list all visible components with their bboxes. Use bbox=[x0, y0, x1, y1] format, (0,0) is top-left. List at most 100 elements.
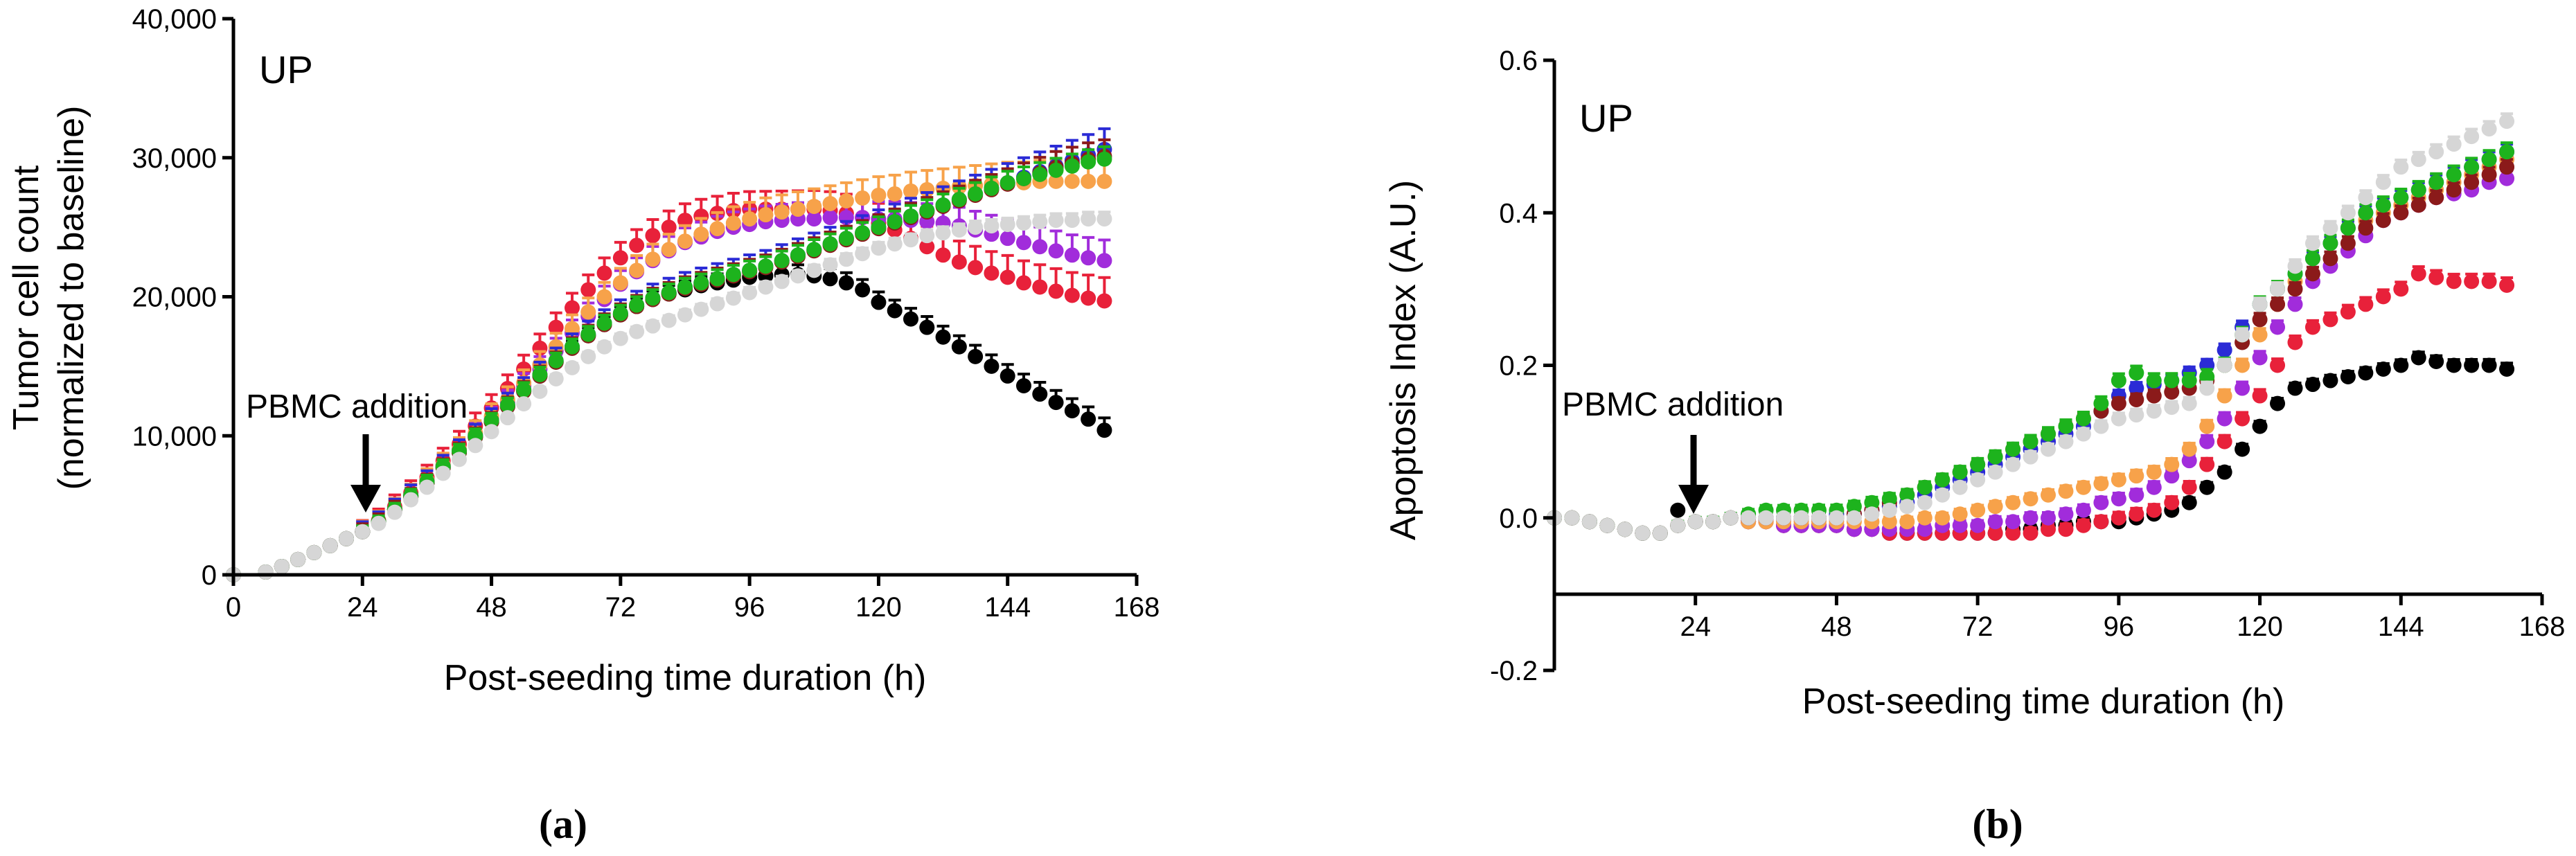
panel-a-x-axis-title: Post-seeding time duration (h) bbox=[444, 658, 927, 698]
panel-a-point-green bbox=[742, 262, 758, 278]
panel-a-point-green bbox=[758, 258, 774, 274]
panel-a-point-gray bbox=[435, 465, 451, 481]
panel-b-point-crimson bbox=[2428, 269, 2444, 285]
panel-a-point-green bbox=[725, 267, 741, 283]
panel-b-point-black bbox=[2181, 494, 2197, 510]
panel-a-point-orange bbox=[790, 202, 806, 217]
panel-a-point-crimson bbox=[661, 220, 677, 235]
panel-a-point-black bbox=[1032, 386, 1048, 402]
panel-b-point-purple bbox=[2252, 350, 2268, 366]
panel-b-point-gray bbox=[1864, 506, 1880, 522]
panel-a-point-purple bbox=[1096, 253, 1112, 269]
panel-b: 24 48 72 96 120 144 168 -0.2 0.0 0.2 0.4 0.6 UP Po… bbox=[1383, 46, 2565, 847]
panel-a-point-green bbox=[838, 231, 854, 247]
panel-a-point-gray bbox=[774, 274, 790, 289]
panel-a-x-tick-label: 24 bbox=[347, 592, 378, 623]
panel-b-point-green bbox=[2446, 167, 2462, 183]
panel-a-point-purple bbox=[1016, 235, 1031, 251]
panel-b-point-green bbox=[2410, 182, 2426, 198]
panel-b-point-crimson bbox=[2322, 312, 2338, 328]
panel-a-x-tick-label: 120 bbox=[855, 592, 902, 623]
panel-b-point-purple bbox=[1917, 521, 1933, 537]
panel-a-point-green bbox=[1081, 154, 1096, 170]
panel-b-point-gray bbox=[1846, 510, 1862, 526]
panel-b-point-dark-red bbox=[2446, 182, 2462, 198]
panel-a-point-gray bbox=[499, 410, 515, 426]
panel-b-point-dark-red bbox=[2304, 266, 2320, 282]
panel-a-point-black bbox=[855, 282, 871, 298]
panel-a-point-green bbox=[855, 225, 871, 241]
panel-a-point-gray bbox=[483, 424, 499, 440]
panel-b-caption: b bbox=[1986, 801, 2009, 847]
panel-a-x-tick-label: 0 bbox=[226, 592, 241, 623]
panel-b-point-crimson bbox=[2164, 494, 2180, 510]
panel-b-point-black bbox=[2393, 357, 2409, 373]
panel-b-y-axis-title: Apoptosis Index (A.U.) bbox=[1383, 180, 1423, 540]
panel-a-point-gray bbox=[339, 530, 354, 546]
panel-a-point-orange bbox=[822, 195, 838, 211]
panel-b-point-crimson bbox=[2181, 479, 2197, 495]
panel-b-point-gray bbox=[2481, 121, 2497, 137]
panel-a-point-gray bbox=[290, 551, 306, 567]
panel-b-point-green bbox=[2181, 373, 2197, 389]
panel-b-x-tick-label: 96 bbox=[2104, 612, 2135, 642]
panel-a-point-orange bbox=[887, 186, 903, 202]
panel-b-x-tick-label: 24 bbox=[1680, 612, 1711, 642]
panel-a-point-green bbox=[871, 220, 887, 235]
panel-b-point-purple bbox=[2287, 296, 2303, 312]
panel-a-point-gray bbox=[274, 558, 290, 574]
panel-b-point-green bbox=[2322, 235, 2338, 251]
panel-b-point-black bbox=[2499, 362, 2515, 377]
panel-b-point-purple bbox=[1970, 517, 1986, 533]
panel-a-point-green bbox=[984, 180, 1000, 196]
panel-a-point-gray bbox=[838, 251, 854, 267]
panel-b-point-orange bbox=[1952, 506, 1968, 522]
panel-a-point-orange bbox=[677, 233, 693, 249]
panel-b-point-crimson bbox=[2075, 517, 2091, 533]
panel-b-point-gray bbox=[1758, 510, 1774, 526]
panel-a-point-green bbox=[919, 203, 935, 219]
panel-a-point-green bbox=[483, 413, 499, 429]
panel-b-point-gray bbox=[2393, 159, 2409, 175]
panel-a-point-purple bbox=[1064, 247, 1080, 263]
panel-a-point-crimson bbox=[968, 260, 984, 276]
panel-b-point-gray bbox=[2428, 144, 2444, 160]
panel-b-point-gray bbox=[2023, 449, 2038, 465]
panel-b-point-orange bbox=[2199, 418, 2215, 434]
panel-a-x-tick-label: 72 bbox=[605, 592, 637, 623]
panel-b-point-purple bbox=[2199, 434, 2215, 449]
panel-a-y-ticks: 0 10,000 20,000 30,000 40,000 bbox=[132, 4, 233, 591]
panel-b-point-gray bbox=[2041, 441, 2056, 457]
panel-b-point-gray bbox=[2375, 175, 2391, 190]
panel-a-point-crimson bbox=[612, 250, 628, 266]
panel-a-y-axis-title-line2: (normalized to baseline) bbox=[51, 106, 91, 490]
panel-b-point-gray bbox=[2446, 136, 2462, 152]
panel-a-point-orange bbox=[871, 187, 887, 203]
panel-a-point-crimson bbox=[984, 265, 1000, 281]
panel-a-point-purple bbox=[1032, 239, 1048, 255]
panel-a-plot-area bbox=[226, 127, 1112, 582]
panel-b-point-gray bbox=[2464, 129, 2480, 145]
panel-a-point-gray bbox=[677, 307, 693, 323]
panel-b-point-green bbox=[2358, 205, 2374, 221]
panel-a-point-green bbox=[693, 275, 709, 291]
panel-b-point-crimson bbox=[2340, 304, 2356, 320]
panel-b-point-gray bbox=[2199, 380, 2215, 396]
panel-a-point-gray bbox=[322, 537, 338, 553]
panel-b-point-gray bbox=[1793, 510, 1809, 526]
panel-b-point-crimson bbox=[2199, 456, 2215, 472]
panel-a-point-gray bbox=[790, 268, 806, 284]
panel-b-point-orange bbox=[1935, 510, 1951, 526]
panel-a-y-tick-label: 30,000 bbox=[132, 143, 217, 174]
panel-b-point-blue bbox=[2129, 380, 2144, 396]
panel-b-point-gray bbox=[2287, 258, 2303, 274]
panel-a-point-gray bbox=[742, 285, 758, 301]
panel-b-point-black bbox=[2428, 353, 2444, 369]
panel-a-point-crimson bbox=[1016, 275, 1031, 291]
panel-b-point-green bbox=[2499, 144, 2515, 160]
panel-b-point-orange bbox=[2111, 472, 2126, 488]
panel-b-point-dark-red bbox=[2252, 312, 2268, 328]
panel-a-point-green bbox=[580, 326, 596, 342]
panel-b-point-purple bbox=[2005, 514, 2021, 530]
panel-b-pbmc-arrow bbox=[1678, 435, 1709, 514]
